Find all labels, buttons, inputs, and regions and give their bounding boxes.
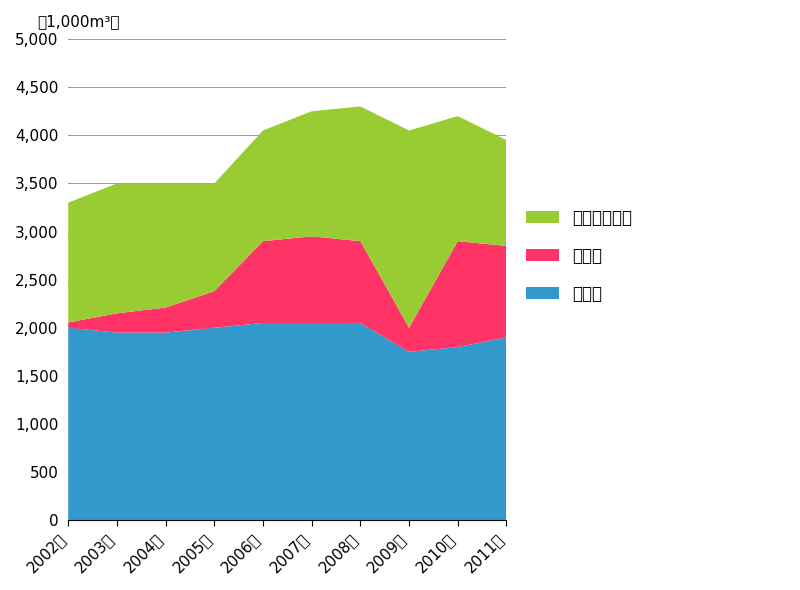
Text: （1,000m³）: （1,000m³） (38, 15, 120, 30)
Legend: 木材チップ用, 合板用, 製材用: 木材チップ用, 合板用, 製材用 (519, 202, 639, 309)
